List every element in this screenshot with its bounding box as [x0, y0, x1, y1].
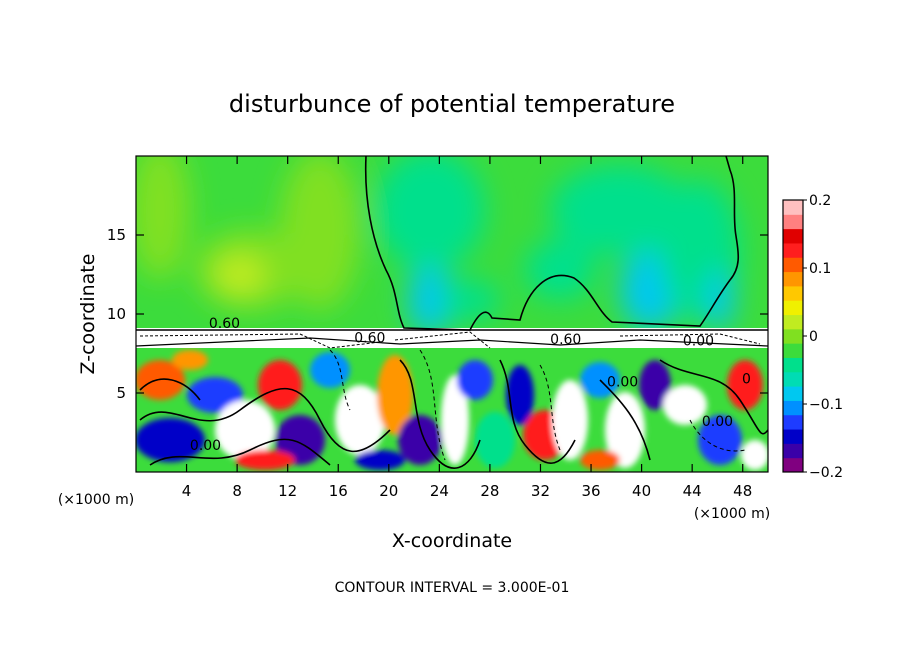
colorbar-swatch [783, 214, 803, 230]
colorbar-swatch [783, 357, 803, 373]
x-tick-label: 36 [581, 482, 600, 500]
colorbar-swatch [783, 314, 803, 330]
zero-contour-upper [364, 156, 740, 331]
upper-field [136, 156, 768, 332]
contour-interval-note: CONTOUR INTERVAL = 3.000E-01 [335, 580, 570, 596]
x-tick-label: 4 [182, 482, 192, 500]
x-tick-label: 12 [278, 482, 297, 500]
contour-label: 0.00 [607, 375, 638, 391]
x-tick-label: 32 [531, 482, 550, 500]
x-tick-label: 44 [683, 482, 702, 500]
colorbar-swatch [783, 443, 803, 459]
contour-labels: 0.60 0.60 0.60 0.00 0.00 0.00 0.00 0 [190, 316, 751, 454]
colorbar-swatch [783, 328, 803, 344]
colorbar-swatch [783, 300, 803, 316]
x-unit-label-left: (×1000 m) [58, 492, 134, 508]
colorbar-swatch [783, 414, 803, 430]
contour-label: 0.00 [190, 438, 221, 454]
x-unit-label-right: (×1000 m) [694, 506, 770, 522]
colorbar: 0.2 0.1 0 −0.1 −0.2 [782, 193, 843, 481]
y-tick-label: 10 [107, 305, 126, 323]
y-axis-label: Z-coordinate [77, 254, 99, 375]
x-tick-label: 16 [329, 482, 348, 500]
colorbar-tick-label: 0.2 [809, 193, 831, 209]
x-tick-label: 40 [632, 482, 651, 500]
colorbar-swatch [783, 228, 803, 244]
contour-label: 0.00 [702, 414, 733, 430]
contour-label: 0.00 [683, 334, 714, 350]
colorbar-tick-label: 0.1 [809, 261, 831, 277]
colorbar-swatch [783, 386, 803, 401]
y-tick-label: 15 [107, 226, 126, 244]
x-tick-label: 8 [232, 482, 242, 500]
contour-label: 0 [742, 372, 751, 388]
colorbar-tick-label: −0.2 [809, 465, 843, 481]
plot-area: 0.60 0.60 0.60 0.00 0.00 0.00 0.00 0 [136, 156, 768, 472]
colorbar-swatch [783, 242, 803, 258]
colorbar-swatch [783, 400, 803, 416]
colorbar-swatch [783, 429, 803, 444]
colorbar-swatch [783, 457, 803, 473]
contour-label: 0.60 [209, 316, 240, 332]
colorbar-swatch [783, 271, 803, 287]
colorbar-swatch [783, 343, 803, 358]
colorbar-tick-label: 0 [809, 329, 818, 345]
contour-label: 0.60 [550, 332, 581, 348]
x-tick-label: 24 [430, 482, 449, 500]
contour-label: 0.60 [354, 330, 385, 346]
colorbar-tick-label: −0.1 [809, 397, 843, 413]
x-tick-label: 28 [480, 482, 499, 500]
y-axis: 5 10 15 [107, 226, 768, 402]
chart-title: disturbunce of potential temperature [229, 90, 675, 118]
x-tick-label: 20 [379, 482, 398, 500]
colorbar-swatch [783, 257, 803, 273]
colorbar-swatch [783, 371, 803, 387]
lower-field [136, 330, 768, 472]
x-axis-label: X-coordinate [392, 530, 512, 552]
y-tick-label: 5 [116, 384, 126, 402]
colorbar-swatch [783, 200, 803, 215]
x-axis: 4 8 12 16 20 24 28 32 36 40 44 48 [182, 156, 752, 500]
colorbar-swatch [783, 285, 803, 301]
x-tick-label: 48 [733, 482, 752, 500]
